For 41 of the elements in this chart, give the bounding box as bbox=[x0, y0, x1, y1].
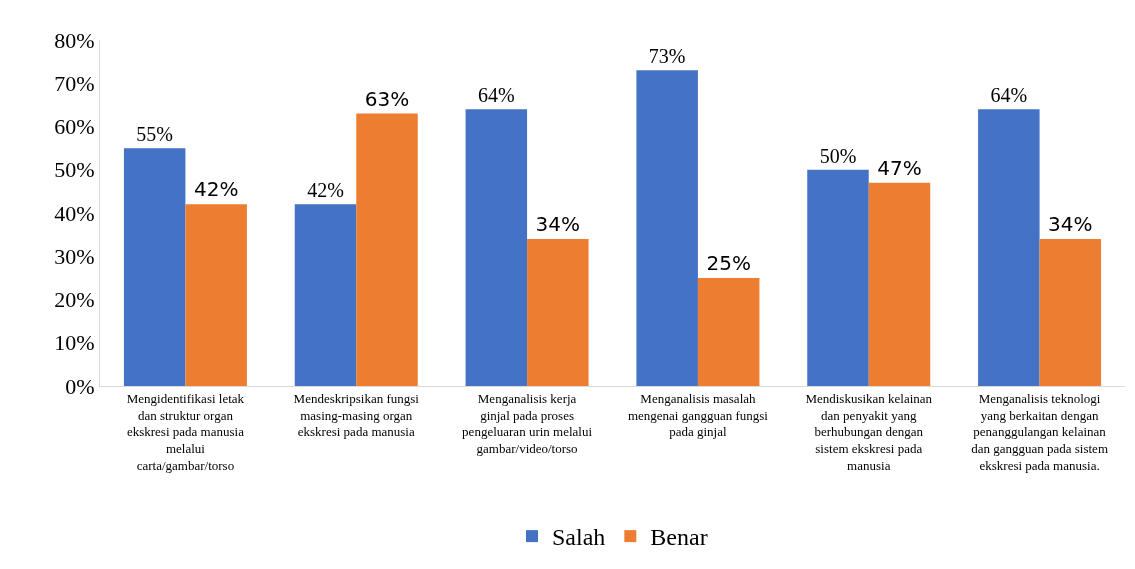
y-tick-label: 60% bbox=[54, 114, 95, 140]
data-label: 63% bbox=[364, 86, 410, 111]
data-label: 64% bbox=[477, 84, 515, 107]
data-label: 47% bbox=[877, 155, 922, 180]
y-tick-label: 0% bbox=[65, 373, 95, 399]
x-tick-label: Mengidentifikasi letak dan struktur organ ekskresi pada manusia melalui carta/gambar/torso bbox=[126, 390, 245, 474]
y-tick-label: 20% bbox=[54, 287, 95, 313]
data-label: 64% bbox=[990, 84, 1028, 107]
data-label: 34% bbox=[1048, 211, 1093, 236]
y-tick-label: 30% bbox=[54, 243, 95, 269]
x-tick-label: Mendiskusikan kelainan dan penyakit yang berhubungan dengan sistem ekskresi pada manusia bbox=[805, 390, 933, 474]
x-tick-label: Menganalisis kerja ginjal pada proses pengeluaran urin melalui gambar/video/torso bbox=[462, 390, 593, 457]
bar bbox=[185, 204, 247, 386]
data-label: 42% bbox=[193, 177, 239, 202]
bar bbox=[868, 182, 931, 386]
data-label: 55% bbox=[136, 123, 174, 146]
y-tick-label: 10% bbox=[54, 330, 95, 356]
bar bbox=[636, 70, 698, 386]
bar bbox=[527, 238, 589, 386]
data-label: 25% bbox=[706, 250, 751, 275]
x-tick-label: Menganalisis masalah mengenai gangguan fungsi pada ginjal bbox=[627, 390, 769, 440]
y-tick-label: 40% bbox=[54, 200, 95, 226]
data-label: 42% bbox=[307, 179, 344, 202]
data-label: 50% bbox=[819, 144, 857, 167]
bar bbox=[294, 204, 357, 386]
data-label: 34% bbox=[535, 211, 581, 236]
legend-label: Salah bbox=[552, 524, 606, 551]
data-label: 73% bbox=[648, 45, 686, 68]
bar bbox=[807, 169, 869, 386]
bar bbox=[978, 109, 1040, 386]
bar bbox=[1039, 238, 1102, 386]
y-tick-label: 50% bbox=[54, 157, 95, 183]
bar bbox=[465, 109, 528, 386]
bar bbox=[123, 148, 186, 386]
x-tick-label: Mendeskripsikan fungsi masing-masing organ ekskresi pada manusia bbox=[293, 390, 420, 440]
bar bbox=[697, 277, 760, 386]
y-tick-label: 70% bbox=[54, 70, 95, 96]
x-tick-label: Menganalisis teknologi yang berkaitan dengan penanggulangan kelainan dan gangguan pada sistem ekskresi pada manusia. bbox=[971, 390, 1108, 474]
bar bbox=[356, 113, 418, 386]
legend-label: Benar bbox=[650, 524, 708, 551]
y-tick-label: 80% bbox=[54, 27, 95, 53]
